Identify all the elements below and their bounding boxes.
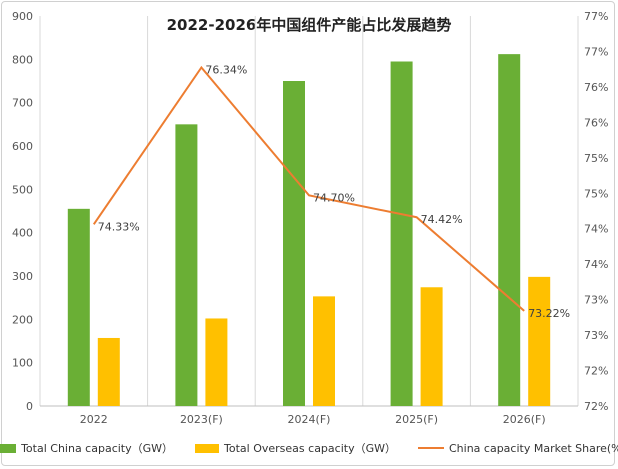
bar (67, 208, 90, 406)
y-left-tick-label: 900 (12, 10, 33, 23)
legend-item: China capacity Market Share(%) (417, 441, 618, 455)
bar (175, 124, 198, 406)
legend-item: Total Overseas capacity（GW） (195, 440, 396, 456)
chart-legend: Total China capacity（GW） Total Overseas c… (0, 440, 618, 456)
line-series (92, 65, 525, 312)
bar (420, 287, 443, 406)
y-left-tick-label: 700 (12, 97, 33, 110)
x-tick-label: 2025(F) (395, 413, 438, 426)
y-right-tick-label: 72% (584, 400, 608, 413)
y-left-tick-label: 600 (12, 140, 33, 153)
bar (390, 61, 413, 406)
bar (313, 296, 335, 406)
x-tick-label: 2026(F) (503, 413, 546, 426)
bar (498, 54, 521, 407)
data-label: 76.34% (205, 63, 247, 76)
y-left-tick-label: 300 (12, 270, 33, 283)
y-right-tick-label: 76% (584, 81, 608, 94)
y-right-tick-label: 75% (584, 187, 608, 200)
legend-label: Total China capacity（GW） (21, 442, 174, 455)
data-label: 74.42% (421, 213, 463, 226)
data-label: 73.22% (528, 307, 570, 320)
bar (97, 337, 120, 406)
y-right-tick-label: 76% (584, 116, 608, 129)
y-right-tick-label: 74% (584, 223, 608, 236)
bar (528, 276, 551, 406)
x-tick-label: 2024(F) (288, 413, 331, 426)
x-tick-label: 2022 (80, 413, 108, 426)
x-tick-label: 2023(F) (180, 413, 223, 426)
y-right-tick-label: 73% (584, 294, 608, 307)
bar (283, 81, 305, 406)
y-right-tick-label: 77% (584, 45, 608, 58)
legend-swatch (195, 443, 220, 453)
chart-title: 2022-2026年中国组件产能占比发展趋势 (166, 16, 452, 34)
data-label: 74.33% (98, 220, 140, 233)
y-right-tick-label: 72% (584, 365, 608, 378)
y-left-tick-label: 500 (12, 183, 33, 196)
y-right-tick-label: 75% (584, 152, 608, 165)
legend-swatch (417, 447, 444, 449)
y-left-tick-label: 200 (12, 313, 33, 326)
y-right-tick-label: 74% (584, 258, 608, 271)
y-left-tick-label: 800 (12, 53, 33, 66)
legend-item: Total China capacity（GW） (0, 440, 173, 456)
y-right-tick-label: 73% (584, 329, 608, 342)
y-right-tick-label: 77% (584, 10, 608, 23)
data-label: 74.70% (313, 191, 355, 204)
legend-label: Total Overseas capacity（GW） (224, 442, 396, 455)
legend-swatch (0, 443, 17, 453)
legend-label: China capacity Market Share(%) (448, 441, 618, 455)
y-left-tick-label: 0 (26, 400, 33, 413)
y-left-tick-label: 100 (12, 357, 33, 370)
y-left-tick-label: 400 (12, 227, 33, 240)
bar (205, 318, 228, 406)
